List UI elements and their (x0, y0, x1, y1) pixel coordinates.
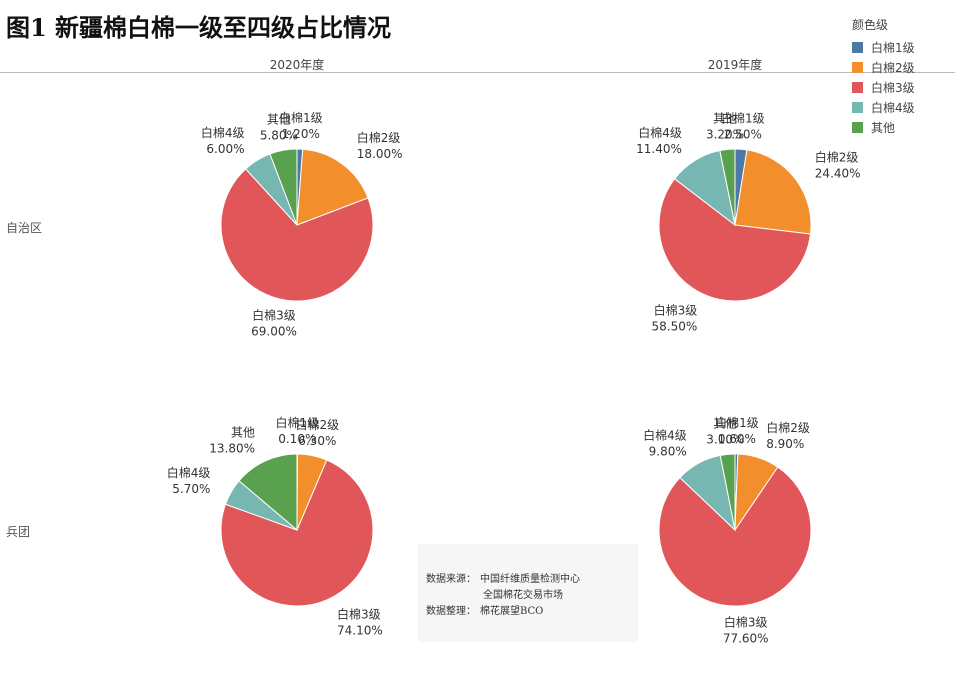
legend-label: 其他 (871, 120, 896, 135)
slice-category-label: 其他 (713, 417, 737, 431)
pie-chart: 白棉1级 0.10%白棉2级 6.30% 白棉3级 74.10% 白棉4级 5.70% 其他 1… (167, 415, 383, 638)
legend-swatch (852, 81, 863, 93)
row-header-region: 自治区 (6, 221, 43, 235)
compiler-label: 数据整理： (426, 606, 476, 617)
slice-category-label: 白棉2级 (295, 417, 339, 432)
slice-value-label: 5.70% (172, 482, 210, 496)
pie-slice-grade2[interactable] (734, 149, 812, 235)
pie-slice-other[interactable] (719, 453, 736, 531)
slice-value-label: 18.00% (357, 147, 403, 161)
slice-category-label: 白棉2级 (815, 150, 859, 165)
pie-slice-other[interactable] (269, 148, 298, 226)
pie-slice-grade3[interactable] (220, 168, 374, 302)
legend-item-grade3[interactable]: 白棉3级 (852, 77, 915, 97)
slice-value-label: 8.90% (766, 437, 804, 451)
source-line-3: 数据整理： 棉花展望BCO (426, 602, 543, 617)
slice-category-label: 白棉4级 (643, 427, 687, 442)
legend-item-grade2[interactable]: 白棉2级 (852, 57, 915, 77)
slice-category-label: 白棉3级 (337, 607, 381, 622)
slice-category-label: 白棉4级 (201, 125, 245, 140)
row-header-corps: 兵团 (6, 525, 31, 539)
slice-value-label: 2.50% (724, 127, 762, 141)
slice-value-label: 24.40% (815, 167, 861, 181)
source-label: 数据来源： (426, 574, 476, 585)
pie-chart: 白棉1级 2.50% 白棉2级 24.40% 白棉3级 58.50% 白棉4级 11.40% 其… (636, 110, 860, 333)
legend: 颜色级 白棉1级 白棉2级 白棉3级 白棉4级 其他 (852, 16, 915, 137)
slice-category-label: 其他 (231, 425, 255, 439)
slice-category-label: 白棉1级 (275, 415, 319, 430)
source-line-1: 数据来源： 中国纤维质量检测中心 (426, 570, 580, 585)
slice-value-label: 13.80% (209, 441, 255, 455)
pie-slice-grade2[interactable] (296, 148, 369, 226)
pie-slice-grade3[interactable] (658, 466, 812, 607)
legend-label: 白棉1级 (871, 40, 915, 55)
column-header-2019: 2019年度 (707, 58, 763, 72)
compiler-value: 棉花展望BCO (480, 606, 544, 617)
source-note: 数据来源： 中国纤维质量检测中心 全国棉花交易市场 数据整理： 棉花展望BCO (418, 544, 638, 642)
slice-category-label: 白棉3级 (654, 303, 698, 318)
pie-chart: 白棉1级 0.60% 白棉2级 8.90% 白棉3级 77.60% 白棉4级 9.80% 其他 3… (643, 415, 812, 645)
pie-slice-other[interactable] (719, 148, 736, 226)
legend-swatch (852, 41, 863, 53)
chart-title: 图1 新疆棉白棉一级至四级占比情况 (6, 13, 392, 42)
slice-value-label: 0.10% (278, 432, 316, 446)
legend-swatch (852, 101, 863, 113)
legend-label: 白棉2级 (871, 60, 915, 75)
legend-label: 白棉3级 (871, 80, 915, 95)
slice-category-label: 其他 (713, 112, 737, 126)
legend-label: 白棉4级 (871, 100, 915, 115)
slice-value-label: 3.20% (706, 128, 744, 142)
slice-category-label: 白棉2级 (357, 130, 401, 145)
legend-item-grade4[interactable]: 白棉4级 (852, 97, 915, 117)
slice-value-label: 6.00% (206, 142, 244, 156)
legend-title: 颜色级 (852, 18, 889, 32)
column-header-2020: 2020年度 (269, 58, 325, 72)
slice-value-label: 69.00% (251, 324, 297, 338)
slice-category-label: 白棉4级 (638, 125, 682, 140)
slice-category-label: 其他 (267, 113, 291, 127)
pie-slice-other[interactable] (238, 453, 298, 532)
source-value: 中国纤维质量检测中心 (480, 574, 580, 585)
legend-item-grade1[interactable]: 白棉1级 (852, 37, 915, 57)
slice-value-label: 77.60% (723, 631, 769, 645)
slice-value-label: 74.10% (337, 624, 383, 638)
source-value: 全国棉花交易市场 (483, 590, 563, 601)
slice-category-label: 白棉3级 (252, 307, 296, 322)
pie-chart: 白棉1级 1.20% 白棉2级 18.00% 白棉3级 69.00% 白棉4级 6.00% 其他… (201, 110, 403, 338)
source-line-2: 全国棉花交易市场 (483, 586, 563, 601)
legend-swatch (852, 121, 863, 133)
slice-category-label: 白棉1级 (279, 110, 323, 125)
slice-category-label: 白棉3级 (724, 614, 768, 629)
header-divider (0, 72, 955, 73)
slice-category-label: 白棉1级 (721, 110, 765, 125)
pie-slice-grade3[interactable] (658, 178, 812, 302)
slice-value-label: 9.80% (649, 444, 687, 458)
slice-value-label: 3.10% (706, 433, 744, 447)
slice-value-label: 6.30% (298, 434, 336, 448)
legend-swatch (852, 61, 863, 73)
legend-item-other[interactable]: 其他 (852, 117, 915, 137)
slice-value-label: 58.50% (652, 320, 698, 334)
slice-value-label: 5.80% (260, 129, 298, 143)
slice-category-label: 白棉1级 (715, 415, 759, 430)
slice-value-label: 11.40% (636, 142, 682, 156)
slice-category-label: 白棉2级 (766, 420, 810, 435)
slice-value-label: 1.20% (282, 127, 320, 141)
slice-category-label: 白棉4级 (167, 465, 211, 480)
slice-value-label: 0.60% (718, 432, 756, 446)
pie-slice-grade3[interactable] (220, 459, 374, 607)
